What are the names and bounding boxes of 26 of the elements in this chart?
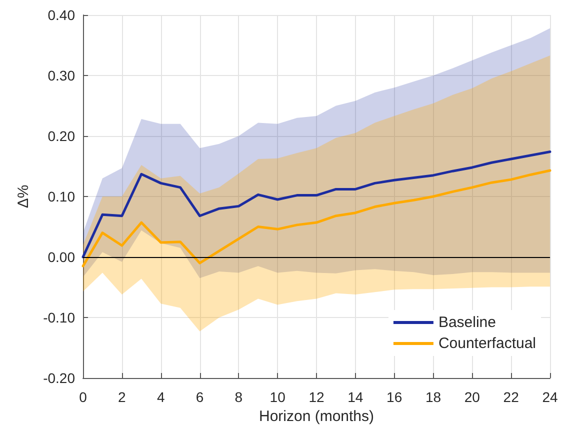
x-tick-label: 8 — [234, 389, 243, 405]
x-tick-label: 14 — [348, 389, 364, 405]
x-tick-label: 0 — [79, 389, 88, 405]
y-tick-label: 0.20 — [48, 128, 76, 144]
x-tick-label: 4 — [156, 389, 165, 405]
y-tick-label: 0.30 — [48, 68, 76, 84]
y-tick-label: 0.00 — [48, 249, 76, 265]
line-series — [82, 169, 552, 268]
line-series — [82, 150, 552, 258]
y-tick-label: 0.40 — [48, 7, 76, 23]
y-tick-label: -0.20 — [43, 370, 76, 386]
x-tick-label: 24 — [542, 389, 558, 405]
legend-label: Baseline — [438, 314, 496, 331]
x-tick-label: 20 — [464, 389, 480, 405]
y-tick-label: -0.10 — [43, 310, 76, 326]
x-tick-label: 6 — [196, 389, 204, 405]
x-axis-title: Horizon (months) — [258, 408, 374, 425]
x-tick-label: 2 — [118, 389, 126, 405]
y-tick-label: 0.10 — [48, 188, 76, 204]
x-tick-label: 10 — [270, 389, 286, 405]
x-tick-label: 22 — [503, 389, 520, 405]
x-tick-label: 16 — [386, 389, 402, 405]
x-tick-label: 18 — [425, 389, 442, 405]
y-axis-title: Δ% — [15, 184, 32, 208]
legend-label: Counterfactual — [438, 335, 536, 352]
x-tick-label: 12 — [308, 389, 324, 405]
